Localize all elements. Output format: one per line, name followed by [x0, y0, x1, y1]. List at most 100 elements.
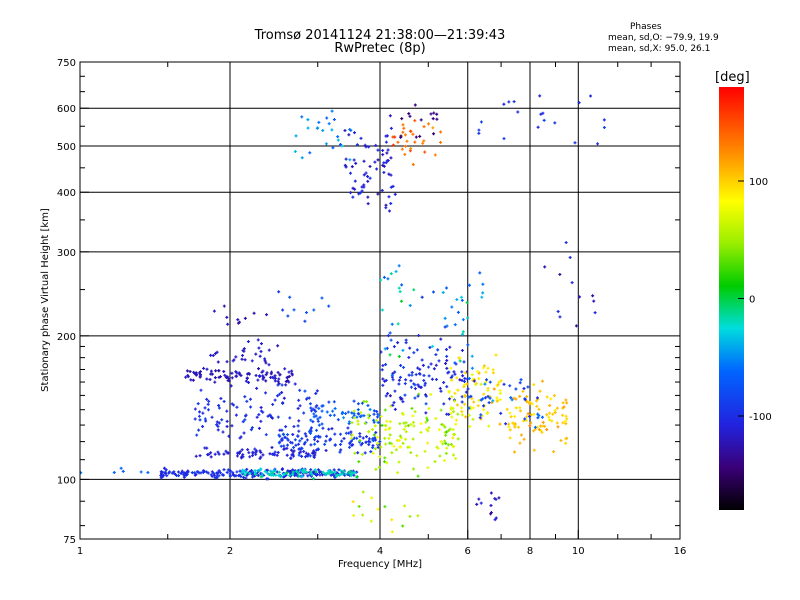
data-point [242, 431, 246, 435]
data-point [302, 468, 306, 472]
data-point [305, 470, 308, 474]
data-point [426, 466, 430, 470]
data-point [353, 131, 357, 135]
x-axis-label: Frequency [MHz] [338, 559, 422, 570]
data-point [185, 472, 189, 476]
data-point [446, 443, 450, 447]
data-point [401, 130, 405, 134]
data-point [373, 424, 377, 428]
data-point [247, 380, 251, 384]
data-point [340, 472, 344, 476]
data-point [383, 456, 387, 460]
data-point [325, 116, 329, 120]
data-point [396, 471, 400, 475]
data-point [314, 470, 318, 474]
data-point [563, 419, 567, 423]
data-point [460, 370, 464, 374]
data-point [498, 389, 502, 393]
data-point [315, 389, 319, 393]
data-point [276, 383, 280, 387]
data-point [414, 135, 418, 139]
data-point [372, 418, 376, 422]
data-point [381, 163, 385, 167]
data-point [442, 380, 446, 384]
data-point [450, 378, 454, 382]
data-point [297, 442, 301, 446]
data-point [254, 449, 258, 453]
data-point [333, 470, 337, 474]
data-point [306, 118, 310, 122]
data-point [381, 364, 385, 368]
data-point [551, 412, 555, 416]
data-point [528, 400, 532, 404]
data-point [463, 402, 467, 406]
data-point [216, 424, 220, 428]
data-point [264, 379, 268, 383]
data-point [234, 370, 238, 374]
data-point [283, 435, 287, 439]
data-point [386, 148, 390, 152]
data-point [350, 471, 354, 475]
data-point [558, 272, 562, 276]
data-point [259, 349, 263, 353]
data-point [270, 471, 274, 475]
data-point [243, 316, 247, 320]
data-point [293, 149, 297, 153]
data-point [185, 369, 189, 373]
data-point [286, 469, 290, 473]
data-point [344, 157, 348, 161]
data-point [486, 388, 490, 392]
data-point [422, 139, 426, 143]
data-point [222, 468, 226, 472]
data-point [384, 424, 388, 428]
data-point [244, 413, 248, 417]
data-point [518, 381, 522, 385]
data-point [198, 454, 202, 458]
data-point [217, 452, 221, 456]
data-point [477, 128, 481, 132]
data-point [191, 378, 195, 382]
data-point [494, 516, 498, 520]
data-point [348, 127, 352, 131]
data-point [343, 163, 347, 167]
data-point [291, 470, 295, 474]
data-point [508, 384, 512, 388]
data-point [399, 299, 403, 303]
data-point [524, 418, 528, 422]
data-point [461, 318, 465, 322]
data-point [480, 295, 484, 299]
data-point [350, 165, 354, 169]
data-point [325, 410, 329, 414]
data-point [277, 473, 281, 477]
data-point [498, 398, 502, 402]
data-point [466, 316, 470, 320]
data-point [450, 374, 454, 378]
data-point [389, 202, 393, 206]
data-point [415, 454, 419, 458]
data-point [537, 428, 541, 432]
data-point [382, 275, 386, 279]
data-point [556, 425, 560, 429]
data-point [408, 129, 412, 133]
data-point [577, 101, 581, 105]
data-point [366, 404, 370, 408]
data-point [528, 424, 532, 428]
data-point [376, 421, 380, 425]
data-point [225, 409, 229, 413]
data-point [277, 290, 281, 294]
data-point [273, 374, 277, 378]
y-tick-label: 750 [57, 58, 76, 69]
data-point [159, 476, 163, 480]
y-tick-label: 75 [63, 535, 76, 546]
data-point [532, 383, 536, 387]
data-point [482, 364, 486, 368]
data-point [342, 436, 346, 440]
data-point [388, 433, 392, 437]
data-point [199, 388, 203, 392]
data-point [285, 446, 289, 450]
data-point [330, 128, 334, 132]
data-point [516, 110, 520, 114]
data-point [565, 401, 569, 405]
data-point [602, 118, 606, 122]
data-point [317, 435, 321, 439]
